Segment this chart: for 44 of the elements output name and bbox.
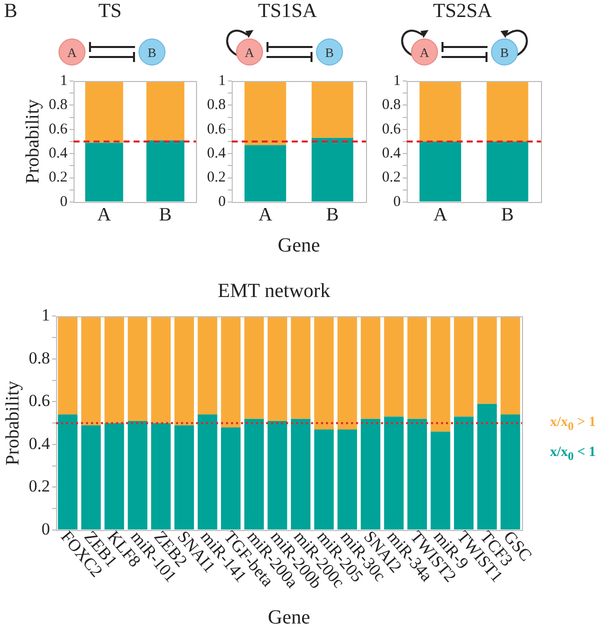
x-tick-label: B — [159, 204, 172, 226]
y-tick-label: 0.2 — [28, 476, 50, 496]
y-tick-label: 1 — [393, 72, 401, 89]
y-tick-label: 1 — [42, 306, 50, 325]
y-tick-label: 0 — [60, 194, 68, 210]
y-tick-label: 0.2 — [48, 170, 68, 186]
y-tick-label: 1 — [218, 72, 226, 89]
y-tick-label: 0.2 — [382, 170, 401, 186]
chart-title: TS2SA — [432, 0, 493, 23]
text: x/x$_{0}$ > 1 — [550, 414, 596, 435]
y-tick-label: 0.6 — [382, 121, 402, 138]
y-tick-label: 1 — [60, 72, 68, 89]
y-tick-label: 0 — [42, 519, 50, 538]
x-tick-label: B — [501, 204, 514, 226]
network-diagram: A B — [401, 30, 528, 66]
y-tick-label: 0.4 — [48, 146, 68, 162]
network-diagram: A B — [58, 38, 166, 66]
text: x/x$_{0}$ < 1 — [550, 444, 596, 465]
y-tick-label: 0.8 — [48, 97, 68, 114]
x-axis-title: Gene — [268, 606, 310, 628]
x-axis-title: Gene — [278, 234, 320, 256]
y-tick-label: 0.8 — [382, 97, 401, 114]
y-axis-title: Probability — [22, 98, 44, 184]
network-diagram: A B — [226, 30, 343, 66]
y-tick-label: 0.8 — [207, 97, 226, 114]
y-tick-label: 0.4 — [207, 146, 226, 162]
y-tick-label: 0.6 — [28, 391, 50, 410]
x-tick-label: A — [433, 204, 448, 226]
y-axis-title: Probability — [2, 380, 24, 466]
y-tick-label: 0.6 — [207, 121, 226, 138]
y-tick-label: 0.4 — [382, 146, 402, 162]
x-tick-label: B — [326, 204, 339, 226]
chart-title: TS — [97, 0, 123, 23]
text: B — [4, 0, 18, 23]
x-tick-label: A — [258, 204, 272, 226]
y-tick-label: 0.6 — [48, 121, 68, 138]
chart-title: EMT network — [216, 280, 332, 303]
chart-title: TS1SA — [257, 0, 318, 23]
y-tick-label: 0 — [218, 194, 226, 210]
y-tick-label: 0.4 — [28, 434, 51, 453]
x-tick-label: A — [97, 204, 112, 226]
y-tick-label: 0 — [393, 194, 401, 210]
y-tick-label: 0.8 — [28, 348, 50, 368]
y-tick-label: 0.2 — [207, 170, 226, 186]
